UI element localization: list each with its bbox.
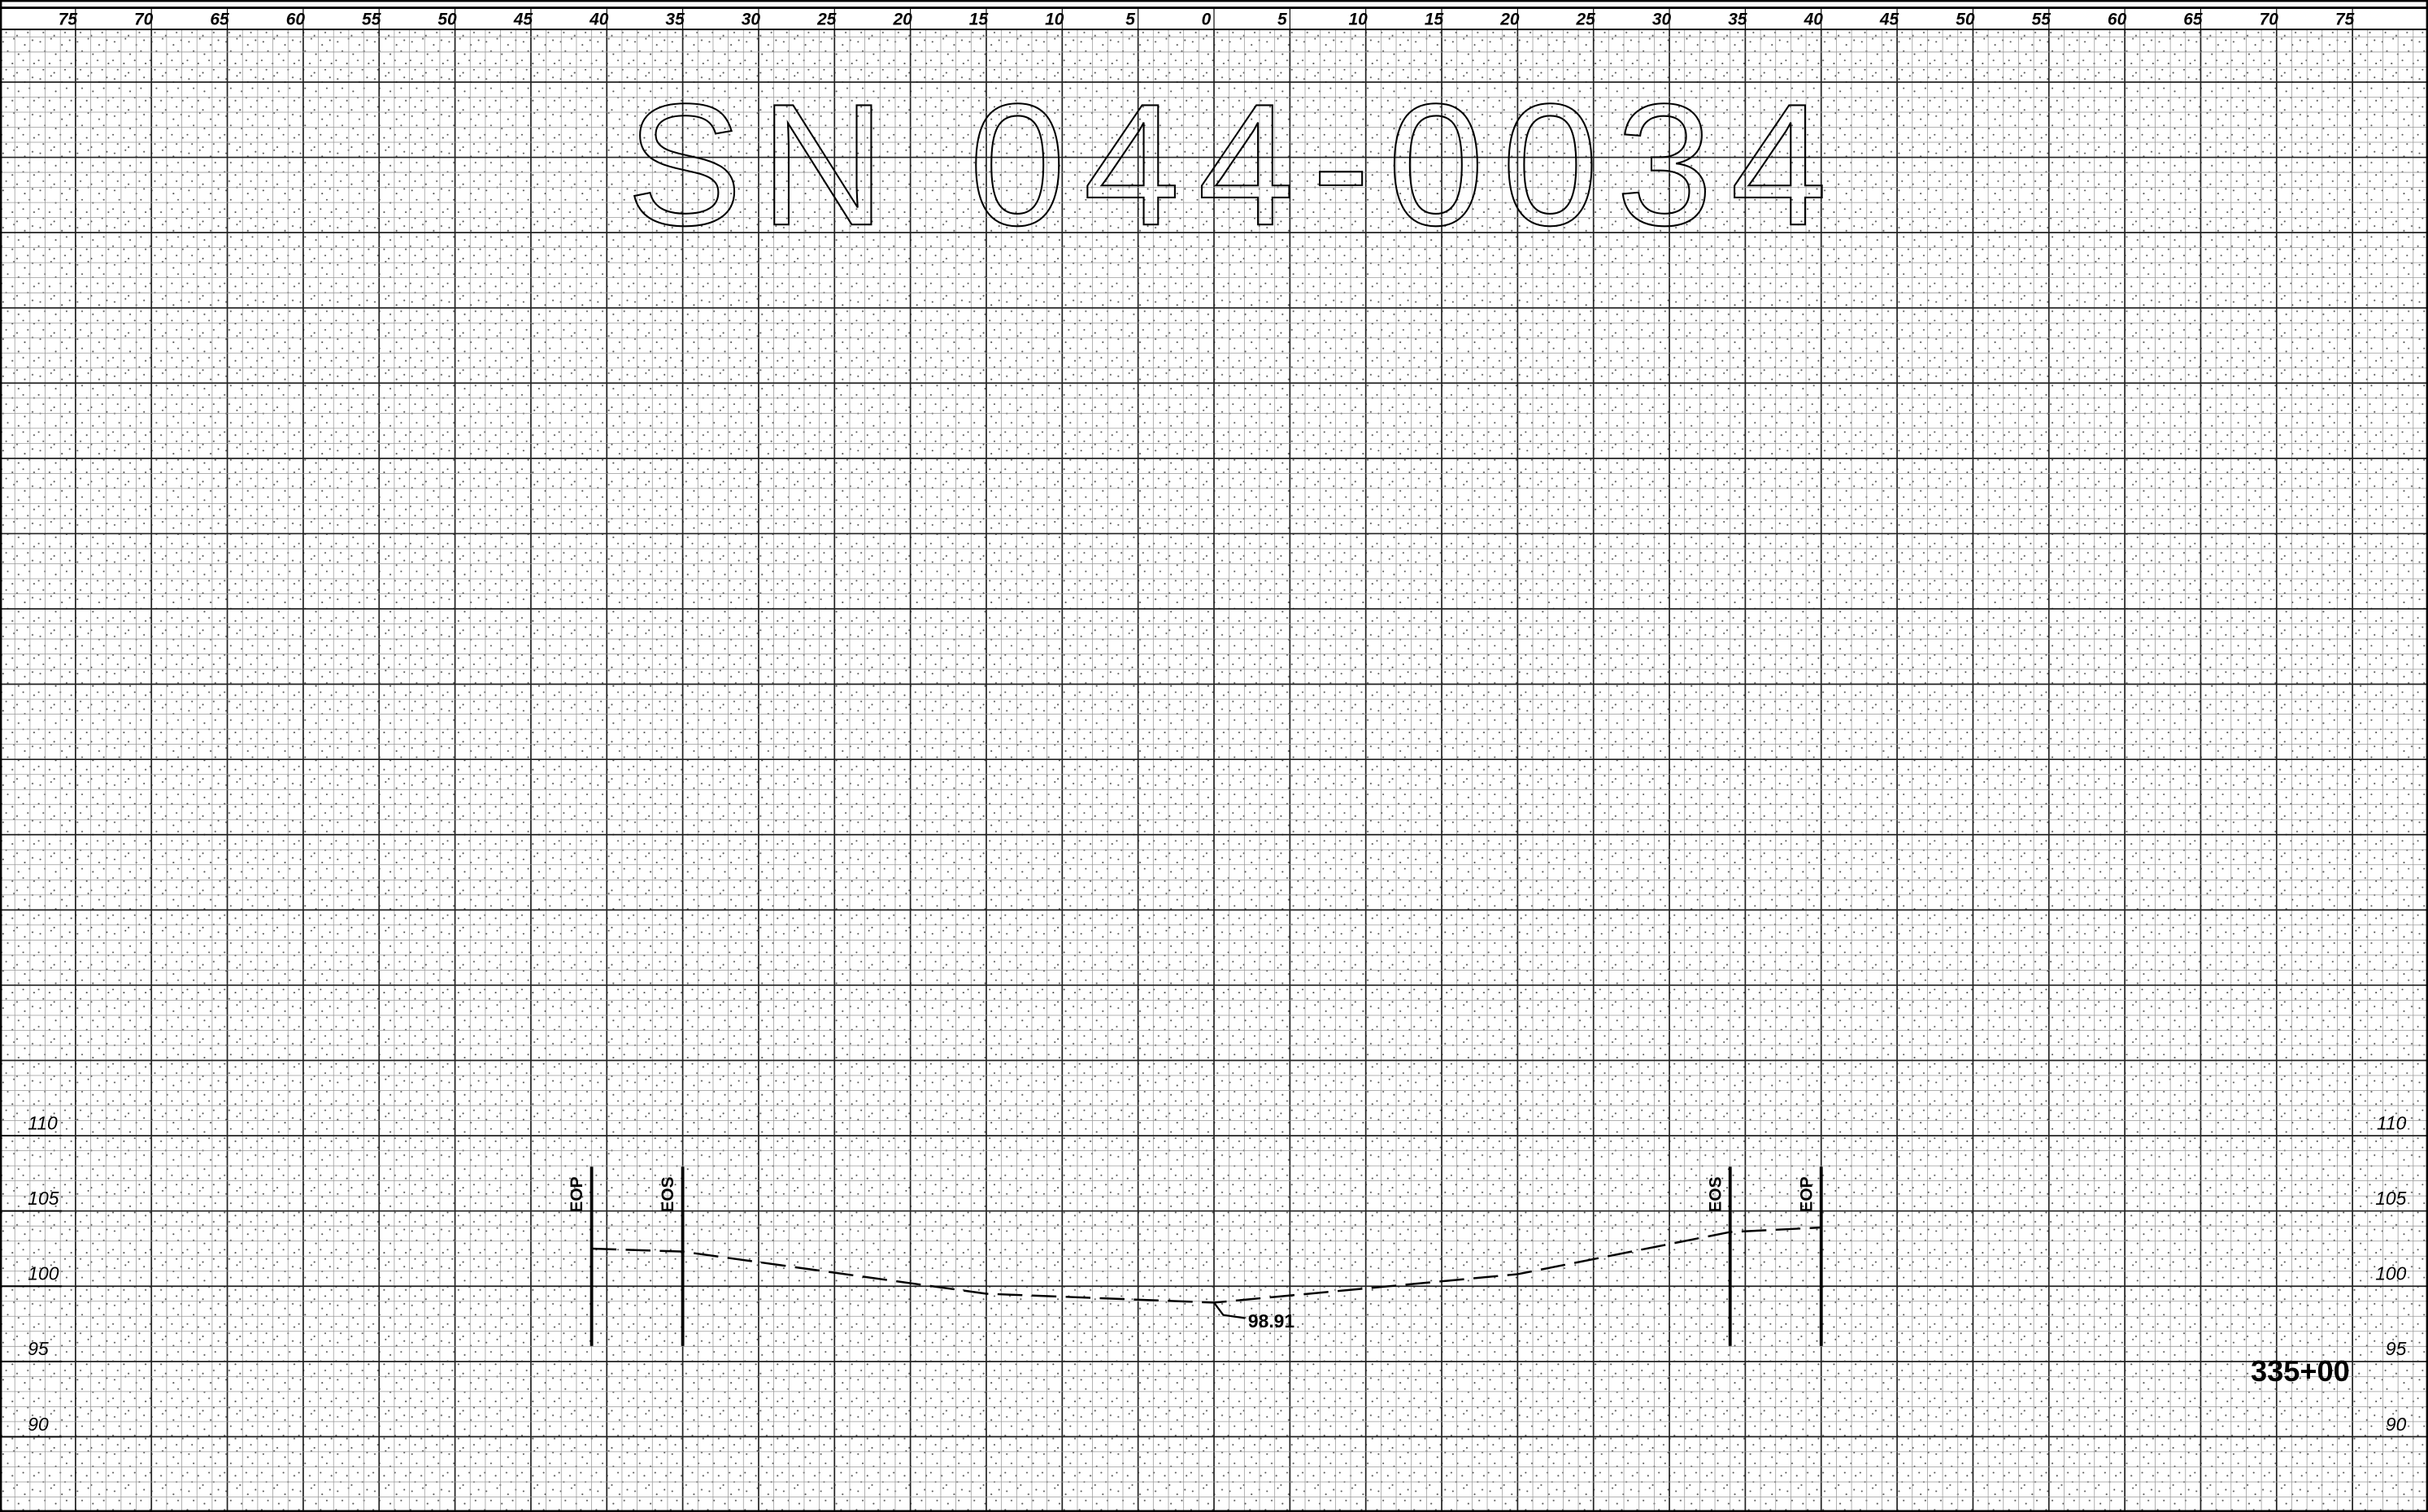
x-tick-label-bg [1572,9,1590,28]
y-tick-label: 100 [28,1263,59,1284]
x-tick-label: 65 [210,10,229,28]
x-tick-label-bg [964,9,984,28]
x-tick-label: 60 [286,10,306,28]
x-tick-label: 30 [742,10,761,28]
x-tick-label-bg [1420,9,1439,28]
x-tick-label-bg [509,9,529,28]
y-tick-label: 95 [28,1338,49,1359]
x-tick-label: 65 [2183,10,2203,28]
x-tick-label: 50 [1956,10,1975,28]
marker-label: EOS [1706,1176,1725,1212]
x-tick-label: 10 [1349,10,1368,28]
x-tick-label-bg [2330,9,2350,28]
x-tick-label: 15 [1425,10,1444,28]
y-tick-label: 105 [2375,1188,2406,1209]
x-tick-label: 45 [513,10,533,28]
x-tick-label: 25 [816,10,837,28]
x-tick-label-bg [1799,9,1818,28]
y-tick-label: 100 [2375,1263,2406,1284]
marker-label: EOP [1797,1176,1816,1212]
leader [1213,1301,1246,1319]
x-tick-label: 5 [1125,10,1135,28]
x-tick-label-bg [660,9,680,28]
x-tick-label: 10 [1045,10,1064,28]
x-tick-label: 30 [1652,10,1672,28]
x-tick-label: 35 [665,10,685,28]
x-tick-label: 5 [1277,10,1287,28]
x-tick-label-bg [1040,9,1060,28]
x-tick-label-bg [2027,9,2046,28]
x-tick-label: 45 [1879,10,1899,28]
x-tick-label-bg [433,9,452,28]
x-tick-label-bg [1116,9,1135,28]
x-tick-label: 75 [59,10,78,28]
x-tick-label: 55 [362,10,381,28]
x-tick-label-bg [2255,9,2274,28]
x-tick-label: 55 [2032,10,2052,28]
x-tick-label-bg [281,9,301,28]
x-tick-label-bg [737,9,756,28]
x-tick-label: 20 [892,10,912,28]
y-tick-label: 105 [28,1188,59,1209]
sheet-title: SN 044-0034 [627,68,1827,262]
x-tick-label-bg [1344,9,1363,28]
x-tick-label: 25 [1576,10,1596,28]
x-tick-label-bg [205,9,224,28]
marker-label: EOP [568,1176,586,1212]
x-tick-label-bg [1723,9,1743,28]
x-tick-label-bg [1647,9,1667,28]
x-tick-label-bg [812,9,832,28]
x-tick-label: 0 [1202,10,1212,28]
y-tick-label: 90 [28,1414,49,1435]
x-tick-label-bg [1951,9,1970,28]
x-tick-label-bg [2103,9,2122,28]
x-tick-label: 35 [1728,10,1747,28]
x-tick-label: 60 [2108,10,2127,28]
x-tick-label-bg [585,9,604,28]
x-tick-label: 15 [969,10,989,28]
x-tick-label-bg [1192,9,1212,28]
x-tick-label-bg [54,9,73,28]
x-tick-label: 20 [1499,10,1520,28]
x-tick-label-bg [888,9,907,28]
x-tick-label-bg [1268,9,1287,28]
y-tick-label: 110 [2377,1112,2407,1133]
station-label: 335+00 [2251,1354,2350,1388]
x-tick-label-bg [1495,9,1515,28]
grid [0,29,2428,1512]
x-tick-label: 50 [437,10,457,28]
y-tick-label: 95 [2386,1338,2407,1359]
x-tick-label: 40 [1804,10,1824,28]
x-tick-label: 70 [134,10,154,28]
y-tick-label: 90 [2386,1414,2407,1435]
x-tick-label: 75 [2335,10,2355,28]
y-tick-label: 110 [28,1112,58,1133]
elevation-label: 98.91 [1248,1310,1294,1332]
x-tick-label-bg [2178,9,2198,28]
marker-label: EOS [659,1176,677,1212]
x-tick-label: 70 [2260,10,2279,28]
x-tick-label-bg [357,9,376,28]
x-tick-label: 40 [589,10,609,28]
x-tick-label-bg [1875,9,1895,28]
x-tick-label-bg [129,9,149,28]
